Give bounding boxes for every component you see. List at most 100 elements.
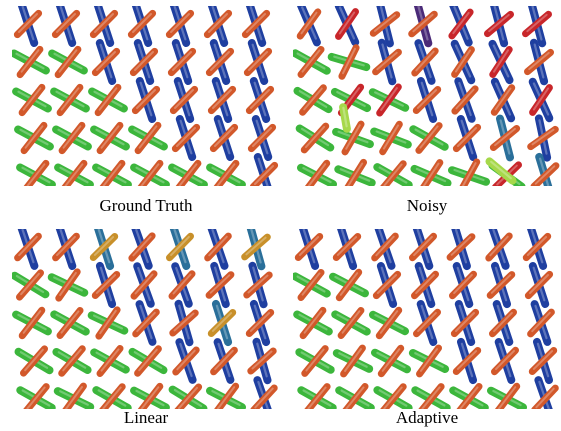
glyph-4-3-orange-rod <box>137 159 164 186</box>
glyph-0-1-orange-rod-highlight <box>336 236 358 256</box>
glyph-0-3-orange-rod <box>127 9 157 39</box>
glyph-2-0-orange-rod <box>299 306 327 340</box>
glyph-4-2-orange-rod-highlight <box>383 163 403 186</box>
glyph-1-3-orange-rod-highlight <box>134 273 154 295</box>
glyph-2-4-orange-rod <box>450 308 480 338</box>
glyph-0-4-orange-rod-highlight <box>170 13 190 33</box>
glyph-2-5-orange-rod-highlight <box>494 87 512 111</box>
glyph-4-2-orange-rod-highlight <box>102 386 122 409</box>
glyph-0-5-orange-rod <box>484 10 514 38</box>
glyph-1-4-orange-rod-highlight <box>172 51 192 71</box>
glyph-0-1-orange-rod <box>335 8 359 40</box>
glyph-1-6-orange-rod-highlight <box>528 51 550 71</box>
glyph-3-2-orange-rod <box>377 344 405 378</box>
glyph-4-5-orange-rod <box>213 159 240 186</box>
glyph-2-3-orange-rod <box>412 86 442 114</box>
glyph-3-6-orange-rod-highlight <box>251 350 273 370</box>
glyph-4-4-orange-rod <box>456 383 483 409</box>
glyph-0-4-orange-rod-highlight <box>452 11 470 35</box>
glyph-2-3-orange-rod-highlight <box>136 89 156 109</box>
linear-panel <box>12 229 280 409</box>
glyph-2-3-orange-rod-highlight <box>136 311 156 333</box>
glyph-0-4-orange-rod <box>446 233 476 261</box>
glyph-4-6-orange-rod-highlight <box>534 165 556 185</box>
glyph-1-0-orange-rod <box>297 46 325 78</box>
glyph-0-5-orange-rod-highlight <box>208 235 228 257</box>
glyph-3-3-orange-rod-highlight <box>138 348 158 372</box>
glyph-1-1-orange-rod <box>54 45 82 79</box>
glyph-1-1-orange-rod <box>335 268 363 302</box>
glyph-4-3-orange-rod <box>418 383 445 409</box>
glyph-2-5-orange-rod <box>207 309 237 337</box>
glyph-4-2-orange-rod <box>99 383 126 409</box>
glyph-1-3-orange-rod <box>129 47 159 77</box>
glyph-0-1-orange-rod <box>332 233 362 261</box>
glyph-3-4-orange-rod-highlight <box>176 349 196 371</box>
glyph-4-6-orange-rod-highlight <box>254 165 274 185</box>
glyph-2-4-orange-rod-highlight <box>455 312 475 332</box>
noisy-outlier-lime-rod <box>339 103 351 133</box>
glyph-0-0-orange-rod-highlight <box>300 11 318 35</box>
glyph-4-0-orange-rod-highlight <box>307 163 327 186</box>
glyph-3-5-orange-rod-highlight <box>214 127 234 147</box>
glyph-3-3-orange-rod <box>134 345 162 377</box>
noisy-outlier-lime-rod-highlight <box>342 106 348 128</box>
glyph-0-3-orange-rod-highlight <box>132 13 152 33</box>
glyph-3-3-orange-rod-highlight <box>419 348 439 372</box>
glyph-2-6-orange-rod-highlight <box>250 89 270 109</box>
adaptive-caption: Adaptive <box>395 408 459 427</box>
glyph-3-4-orange-rod-highlight <box>456 350 478 370</box>
glyph-2-6-orange-rod-highlight <box>249 312 271 332</box>
glyph-2-1-orange-rod-highlight <box>60 87 80 111</box>
glyph-0-5-orange-rod-highlight <box>488 13 510 33</box>
glyph-2-6-orange-rod <box>529 84 553 116</box>
glyph-1-6-orange-rod <box>524 48 554 76</box>
glyph-1-5-orange-rod-highlight <box>210 51 230 71</box>
glyph-2-0-orange-rod-highlight <box>22 310 42 334</box>
glyph-4-2-orange-rod <box>380 160 407 186</box>
glyph-0-1-orange-rod-highlight <box>56 235 76 257</box>
glyph-3-0-orange-rod <box>20 121 48 155</box>
glyph-3-0-orange-rod <box>20 345 48 377</box>
glyph-4-5-orange-rod <box>214 382 240 409</box>
glyph-2-1-orange-rod <box>56 307 84 339</box>
glyph-1-0-orange-rod <box>16 45 44 79</box>
glyph-3-2-orange-rod <box>96 121 124 155</box>
glyph-4-0-orange-rod <box>304 383 331 409</box>
glyph-3-1-orange-rod-highlight <box>345 124 361 150</box>
glyph-0-3-orange-rod-highlight <box>412 13 434 33</box>
glyph-4-4-orange-rod-highlight <box>461 162 477 186</box>
glyph-0-6-orange-rod-highlight <box>246 13 266 33</box>
glyph-4-2-orange-rod <box>99 159 126 186</box>
glyph-4-0-orange-rod <box>304 159 331 186</box>
glyph-3-0-orange-rod-highlight <box>304 125 326 149</box>
glyph-1-0-orange-rod-highlight <box>20 49 40 73</box>
glyph-4-2-orange-rod <box>380 383 407 409</box>
glyph-1-2-orange-rod-highlight <box>376 274 398 294</box>
glyph-0-2-orange-rod <box>89 9 119 39</box>
glyph-1-4-orange-rod <box>451 46 475 78</box>
glyph-3-0-orange-rod-highlight <box>24 125 44 149</box>
glyph-1-5-orange-rod <box>205 271 235 299</box>
glyph-2-3-orange-rod-highlight <box>417 311 437 333</box>
glyph-3-2-orange-rod <box>379 120 403 156</box>
glyph-3-0-orange-rod-highlight <box>24 348 44 372</box>
glyph-1-0-orange-rod-highlight <box>20 272 40 296</box>
glyph-1-3-orange-rod <box>411 270 439 300</box>
glyph-3-6-orange-rod <box>247 123 277 153</box>
glyph-1-3-orange-rod-highlight <box>415 273 435 295</box>
glyph-1-3-orange-rod <box>130 270 158 300</box>
glyph-2-1-orange-rod <box>337 307 365 339</box>
glyph-4-1-orange-rod-highlight <box>65 386 83 409</box>
glyph-2-0-orange-rod <box>18 306 46 340</box>
glyph-0-4-orange-rod <box>165 9 195 39</box>
glyph-0-6-orange-rod <box>241 9 271 39</box>
glyph-3-5-orange-rod-highlight <box>214 349 234 371</box>
adaptive-panel <box>293 229 561 409</box>
glyph-0-0-orange-rod <box>294 233 324 261</box>
glyph-2-3-orange-rod <box>131 85 161 115</box>
glyph-1-1-orange-rod <box>338 44 360 80</box>
glyph-0-6-orange-rod <box>522 232 552 262</box>
glyph-4-1-orange-rod-highlight <box>346 162 364 186</box>
